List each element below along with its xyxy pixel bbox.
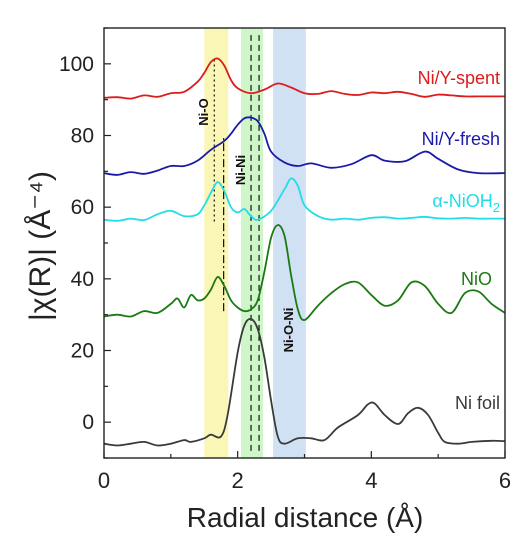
shaded-region-ni-o — [204, 28, 229, 458]
x-tick-label: 0 — [98, 468, 110, 493]
y-axis-label: |χ(R)| (Å⁻⁴) — [24, 171, 57, 321]
region-label-ni-o: Ni-O — [196, 98, 211, 125]
reference-lines — [213, 35, 260, 451]
x-axis-label: Radial distance (Å) — [187, 502, 424, 533]
series-label-ni-y-fresh: Ni/Y-fresh — [422, 129, 500, 149]
series-label--nioh2: α-NiOH2 — [432, 191, 500, 215]
y-tick-label: 20 — [71, 340, 94, 363]
series-label-ni-foil: Ni foil — [455, 393, 500, 413]
shaded-region-ni-ni — [241, 28, 264, 458]
y-tick-label: 0 — [82, 411, 94, 434]
series-line-ni-y-spent — [103, 57, 505, 100]
series-labels: Ni/Y-spent Ni/Y-fresh α-NiOH2 NiO Ni foil — [418, 68, 500, 413]
y-tick-label: 80 — [71, 125, 94, 148]
region-label-ni-o-ni: Ni-O-Ni — [281, 308, 296, 353]
series-line--nioh2 — [103, 177, 505, 222]
series-lines — [103, 57, 506, 447]
series-label-ni-y-spent: Ni/Y-spent — [418, 68, 500, 88]
y-tick-label: 40 — [71, 268, 94, 291]
region-labels: Ni-O Ni-Ni Ni-O-Ni — [196, 98, 296, 352]
y-tick-label: 60 — [71, 196, 94, 219]
shaded-region-ni-o-ni — [273, 28, 306, 458]
series-line-nio — [103, 224, 506, 321]
x-tick-label: 6 — [499, 468, 511, 493]
y-tick-label: 100 — [59, 53, 94, 76]
x-tick-label: 2 — [232, 468, 244, 493]
series-line-ni-foil — [103, 317, 506, 447]
series-line-ni-y-fresh — [103, 116, 506, 176]
shaded-regions — [204, 28, 306, 458]
region-label-ni-ni: Ni-Ni — [233, 155, 248, 185]
x-tick-label: 4 — [365, 468, 377, 493]
series-label-nio: NiO — [461, 269, 492, 289]
